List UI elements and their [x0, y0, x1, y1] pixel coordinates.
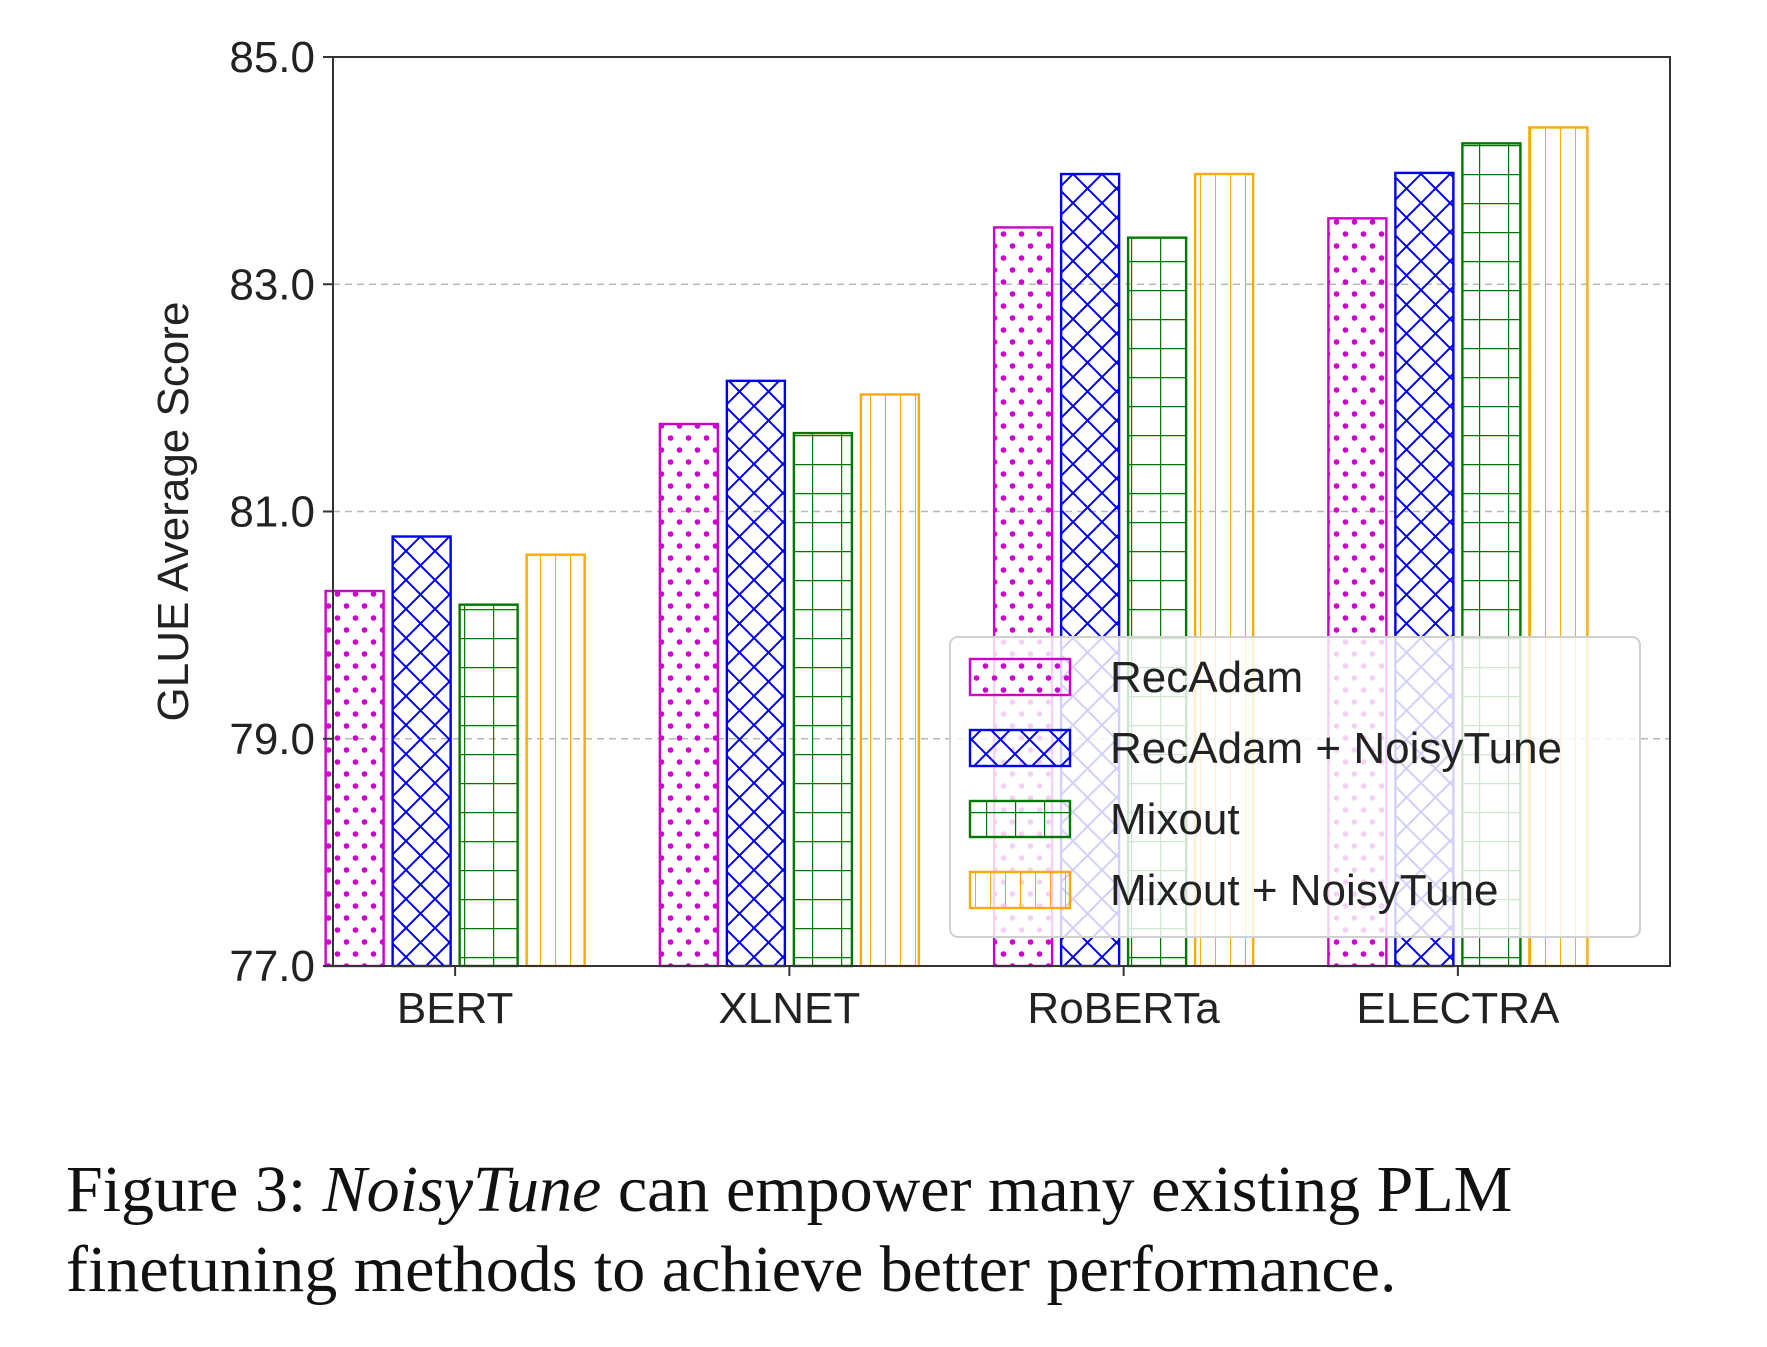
- legend-swatch: [968, 657, 1072, 697]
- caption-emphasis: NoisyTune: [322, 1153, 602, 1226]
- bar-mixout-noisytune-bert: [525, 553, 586, 968]
- caption-rest: can empower many existing PLM finetuning…: [66, 1153, 1513, 1306]
- legend-swatch: [968, 728, 1072, 768]
- legend-swatch: [968, 799, 1072, 839]
- y-tick-label: 83.0: [229, 260, 315, 309]
- legend-box: [949, 636, 1641, 938]
- legend-label: Mixout: [1110, 795, 1240, 844]
- legend-label: Mixout + NoisyTune: [1110, 866, 1498, 915]
- x-axis: BERT XLNET RoBERTa ELECTRA: [397, 966, 1560, 1033]
- legend-label: RecAdam: [1110, 653, 1303, 702]
- caption-prefix: Figure 3:: [66, 1153, 323, 1226]
- bar-chart: 77.0 79.0 81.0 83.0 85.0 BERT XLNET RoBERTa ELE…: [149, 33, 1671, 1033]
- bar-recadam-bert: [324, 589, 385, 968]
- bar-mixout-bert: [458, 603, 519, 968]
- bar-recadam-noisytune-bert: [391, 535, 452, 968]
- legend-swatch: [968, 870, 1072, 910]
- y-tick-label: 85.0: [229, 33, 315, 82]
- legend: RecAdam RecAdam + NoisyTune Mixout Mixout +…: [949, 636, 1641, 938]
- bar-mixout-xlnet: [792, 431, 854, 968]
- y-axis-label: GLUE Average Score: [149, 302, 198, 722]
- bar-recadam-noisytune-xlnet: [725, 379, 787, 968]
- figure-caption: Figure 3: NoisyTune can empower many exi…: [66, 1150, 1746, 1310]
- bar-mixout-noisytune-xlnet: [859, 393, 921, 968]
- y-tick-label: 81.0: [229, 488, 315, 537]
- bar-recadam-xlnet: [658, 422, 720, 968]
- y-axis: 77.0 79.0 81.0 83.0 85.0: [229, 33, 333, 991]
- legend-label: RecAdam + NoisyTune: [1110, 724, 1562, 773]
- x-tick-label: ELECTRA: [1356, 984, 1560, 1033]
- y-tick-label: 79.0: [229, 715, 315, 764]
- x-tick-label: XLNET: [718, 984, 860, 1033]
- y-tick-label: 77.0: [229, 942, 315, 991]
- x-tick-label: RoBERTa: [1027, 984, 1220, 1033]
- x-tick-label: BERT: [397, 984, 514, 1033]
